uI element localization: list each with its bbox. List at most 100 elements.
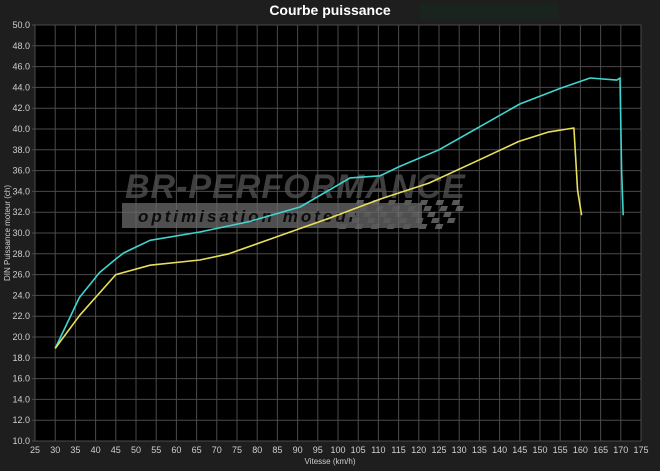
checker-square — [387, 200, 397, 205]
checker-square — [354, 224, 364, 229]
x-tick-label: 155 — [553, 445, 568, 455]
checker-square — [366, 218, 376, 223]
x-tick-label: 65 — [192, 445, 202, 455]
x-tick-labels: 25 30 35 40 45 50 55 60 65 70 75 80 85 90 95 100 105 110 1… — [30, 445, 649, 455]
x-tick-label: 110 — [371, 445, 385, 455]
checker-square — [439, 206, 449, 211]
y-tick-label: 30.0 — [12, 228, 30, 238]
checkered-flag-icon — [338, 200, 465, 229]
checker-square — [455, 206, 465, 211]
y-tick-label: 12.0 — [12, 415, 30, 425]
checker-square — [423, 206, 433, 211]
y-tick-label: 36.0 — [12, 166, 30, 176]
checker-square — [355, 200, 365, 205]
checker-square — [403, 200, 413, 205]
checker-square — [398, 218, 408, 223]
y-tick-label: 20.0 — [12, 332, 30, 342]
checker-square — [391, 206, 401, 211]
checker-square — [370, 224, 380, 229]
checker-square — [338, 224, 348, 229]
x-tick-label: 165 — [593, 445, 608, 455]
x-tick-label: 85 — [272, 445, 282, 455]
x-tick-label: 150 — [532, 445, 547, 455]
y-tick-labels: 10.0 12.0 14.0 16.0 18.0 20.0 22.0 24.0 26.0 28.0… — [12, 20, 30, 446]
checker-square — [395, 212, 404, 217]
checker-square — [375, 206, 385, 211]
x-tick-label: 90 — [293, 445, 303, 455]
checker-square — [430, 218, 440, 223]
series-line-2 — [54, 127, 583, 349]
checker-square — [363, 212, 372, 217]
y-tick-label: 18.0 — [12, 353, 30, 363]
x-tick-label: 55 — [151, 445, 161, 455]
y-tick-label: 24.0 — [12, 290, 30, 300]
y-tick-label: 46.0 — [12, 62, 30, 72]
x-tick-label: 145 — [512, 445, 527, 455]
series-group — [54, 77, 624, 349]
watermark-tagline: optimisation moteur — [138, 207, 358, 226]
y-tick-label: 32.0 — [12, 207, 30, 217]
y-tick-label: 16.0 — [12, 374, 30, 384]
x-tick-label: 115 — [391, 445, 405, 455]
checker-square — [402, 224, 412, 229]
x-tick-label: 40 — [91, 445, 101, 455]
y-tick-label: 42.0 — [12, 103, 30, 113]
x-tick-label: 25 — [30, 445, 40, 455]
x-tick-label: 170 — [613, 445, 628, 455]
checker-square — [411, 212, 420, 217]
checker-square — [347, 212, 356, 217]
x-axis-label: Vitesse (km/h) — [305, 457, 356, 466]
x-tick-label: 100 — [330, 445, 345, 455]
y-tick-label: 10.0 — [12, 436, 30, 446]
x-tick-label: 120 — [411, 445, 426, 455]
y-axis-label: DIN Puissance moteur (ch) — [3, 185, 12, 281]
y-tick-label: 48.0 — [12, 41, 30, 51]
x-tick-label: 105 — [351, 445, 366, 455]
checker-square — [446, 218, 456, 223]
x-tick-label: 30 — [50, 445, 60, 455]
checker-square — [435, 200, 445, 205]
checker-square — [382, 218, 392, 223]
x-tick-label: 45 — [111, 445, 121, 455]
y-tick-label: 34.0 — [12, 186, 30, 196]
checker-square — [414, 218, 424, 223]
checker-square — [443, 212, 452, 217]
y-tick-label: 28.0 — [12, 249, 30, 259]
x-tick-label: 175 — [633, 445, 648, 455]
checker-square — [386, 224, 396, 229]
title-bar-highlight — [420, 3, 558, 19]
checker-square — [419, 200, 429, 205]
checker-square — [427, 212, 436, 217]
x-tick-label: 50 — [131, 445, 141, 455]
x-tick-label: 140 — [492, 445, 507, 455]
grid — [32, 24, 642, 442]
x-tick-label: 80 — [252, 445, 262, 455]
y-tick-label: 22.0 — [12, 311, 30, 321]
x-tick-label: 75 — [232, 445, 242, 455]
chart-title: Courbe puissance — [269, 2, 391, 18]
series-line-1 — [54, 77, 624, 349]
y-tick-label: 38.0 — [12, 145, 30, 155]
checker-square — [418, 224, 428, 229]
watermark-logo: BR-PERFORMANCE optimisation moteur — [122, 168, 466, 229]
x-tick-label: 60 — [171, 445, 181, 455]
x-tick-label: 135 — [472, 445, 487, 455]
y-tick-label: 50.0 — [12, 20, 30, 30]
y-tick-label: 44.0 — [12, 82, 30, 92]
checker-square — [434, 224, 444, 229]
y-tick-label: 26.0 — [12, 270, 30, 280]
y-tick-label: 14.0 — [12, 394, 30, 404]
checker-square — [359, 206, 369, 211]
checker-square — [379, 212, 388, 217]
x-tick-label: 95 — [313, 445, 323, 455]
x-tick-label: 125 — [431, 445, 446, 455]
watermark-brand: BR-PERFORMANCE — [125, 168, 466, 206]
x-tick-label: 70 — [212, 445, 222, 455]
checker-square — [350, 218, 360, 223]
checker-square — [451, 200, 461, 205]
x-tick-label: 35 — [70, 445, 80, 455]
x-tick-label: 160 — [573, 445, 588, 455]
checker-square — [407, 206, 417, 211]
y-tick-label: 40.0 — [12, 124, 30, 134]
